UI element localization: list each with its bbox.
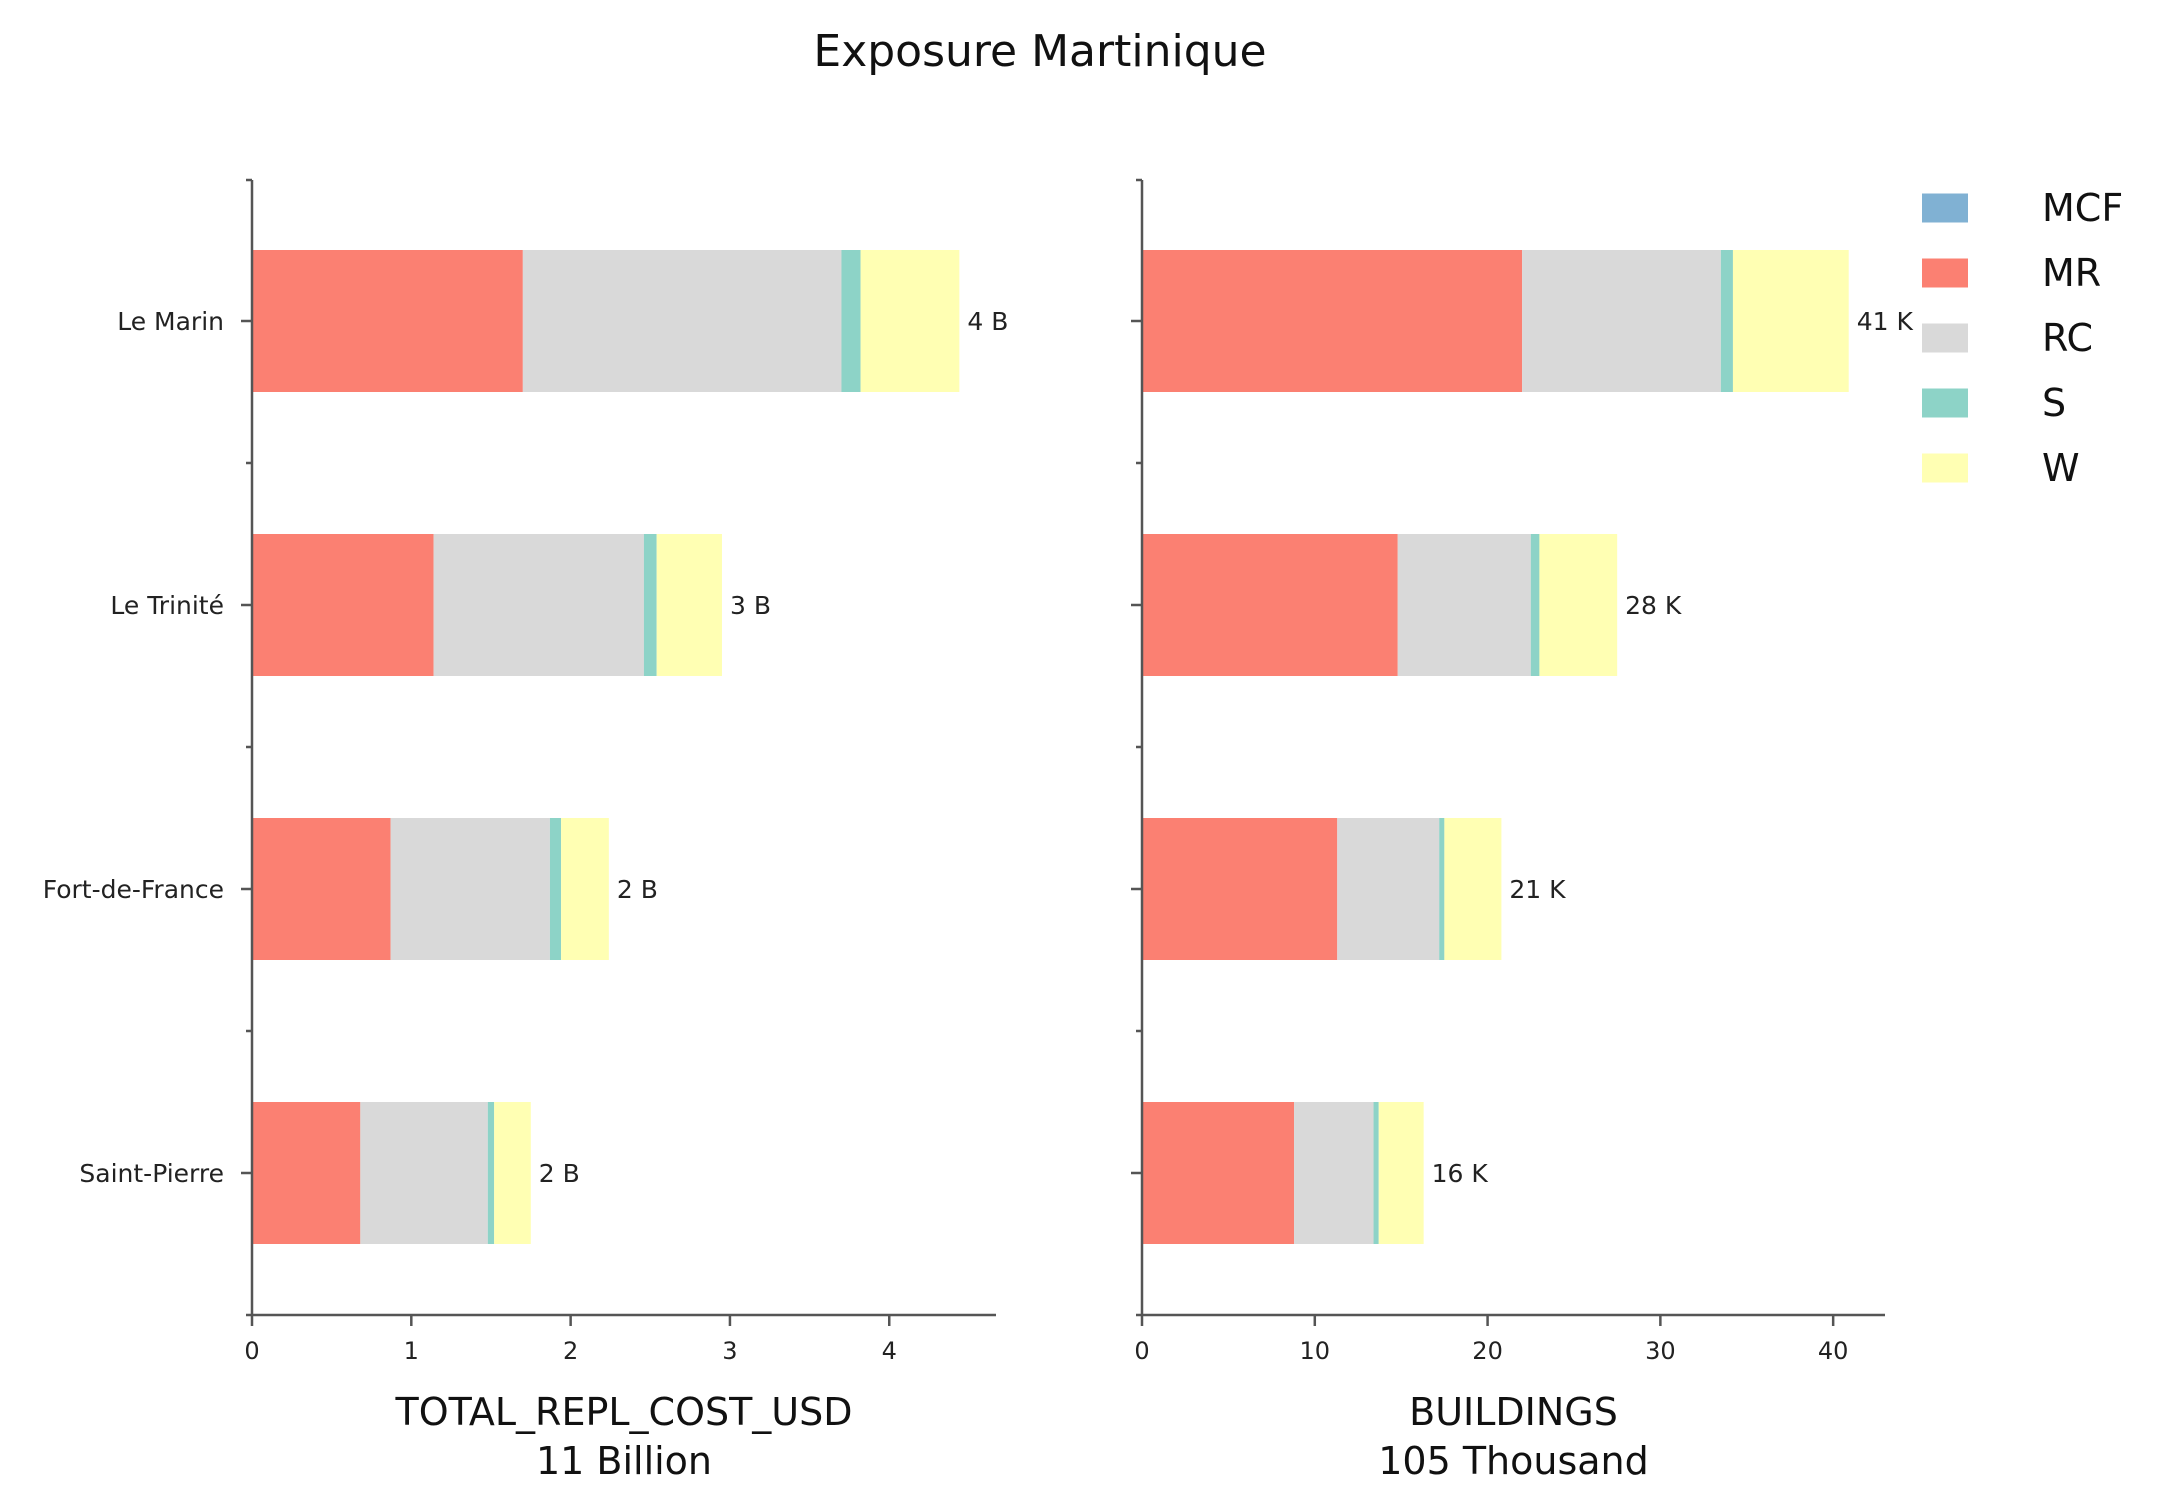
- chart-title: Exposure Martinique: [813, 26, 1266, 77]
- legend-swatch-rc: [1922, 324, 1968, 353]
- legend-swatch-mr: [1922, 259, 1968, 288]
- legend: MCF MR RC SW: [1922, 186, 2123, 490]
- total-label: 16 K: [1432, 1159, 1489, 1188]
- y-tick-label: Saint-Pierre: [79, 1159, 224, 1188]
- bar-s-le-marin: [841, 250, 860, 392]
- x-axis-total: 105 Thousand: [1378, 1439, 1649, 1483]
- bar-w-saint-pierre: [1379, 1102, 1424, 1244]
- bar-mr-saint-pierre: [1142, 1102, 1294, 1244]
- chart-panel-2: 41 K 28 K 21 K 16 K 0 10 20 30 40 BUILDINGS 105 Th…: [1131, 180, 1913, 1483]
- total-label: 2 B: [539, 1159, 580, 1188]
- bar-rc-saint-pierre: [1294, 1102, 1373, 1244]
- bar-w-le-marin: [861, 250, 960, 392]
- bar-rc-le-trinit-: [1398, 534, 1531, 676]
- total-label: 4 B: [967, 307, 1008, 336]
- x-tick-label: 0: [1134, 1337, 1149, 1365]
- x-tick-label: 0: [244, 1337, 259, 1365]
- legend-label-w: W: [2042, 446, 2080, 490]
- total-label: 21 K: [1509, 875, 1566, 904]
- bar-s-le-marin: [1721, 250, 1733, 392]
- bar-rc-fort-de-france: [391, 818, 550, 960]
- x-axis-total: 11 Billion: [536, 1439, 712, 1483]
- x-tick-label: 4: [882, 1337, 897, 1365]
- bar-mr-le-marin: [252, 250, 523, 392]
- bar-s-le-trinit-: [1531, 534, 1540, 676]
- y-tick-label: Fort-de-France: [43, 875, 224, 904]
- bar-w-le-trinit-: [1539, 534, 1617, 676]
- bar-s-fort-de-france: [550, 818, 561, 960]
- x-tick-label: 10: [1300, 1337, 1331, 1365]
- y-tick-label: Le Marin: [117, 307, 224, 336]
- bar-s-fort-de-france: [1439, 818, 1444, 960]
- bar-mr-saint-pierre: [252, 1102, 360, 1244]
- bar-w-le-trinit-: [657, 534, 722, 676]
- bar-s-le-trinit-: [644, 534, 657, 676]
- total-label: 3 B: [730, 591, 771, 620]
- legend-label-mcf: MCF: [2042, 186, 2123, 230]
- bar-rc-le-marin: [1522, 250, 1721, 392]
- legend-swatch-s: [1922, 389, 1968, 418]
- bar-mr-le-marin: [1142, 250, 1522, 392]
- legend-label-s: S: [2042, 381, 2066, 425]
- x-axis-label: BUILDINGS: [1409, 1390, 1618, 1434]
- legend-swatch-w: [1922, 454, 1968, 483]
- bar-s-saint-pierre: [488, 1102, 494, 1244]
- y-tick-label: Le Trinité: [110, 591, 224, 620]
- x-tick-label: 30: [1645, 1337, 1676, 1365]
- bar-mr-fort-de-france: [1142, 818, 1337, 960]
- bar-rc-saint-pierre: [360, 1102, 487, 1244]
- bar-mr-le-trinit-: [252, 534, 434, 676]
- bar-w-le-marin: [1733, 250, 1849, 392]
- total-label: 41 K: [1857, 307, 1914, 336]
- bar-w-fort-de-france: [561, 818, 609, 960]
- bar-mr-le-trinit-: [1142, 534, 1398, 676]
- legend-label-rc: RC: [2042, 316, 2093, 360]
- bar-rc-le-marin: [523, 250, 842, 392]
- chart-panel-1: 4 B 3 B 2 B 2 B Le Marin Le Trinité Fort-de-Fr…: [43, 180, 1009, 1483]
- x-tick-label: 3: [722, 1337, 737, 1365]
- bar-w-fort-de-france: [1444, 818, 1501, 960]
- x-tick-label: 40: [1818, 1337, 1849, 1365]
- legend-label-mr: MR: [2042, 251, 2101, 295]
- total-label: 28 K: [1625, 591, 1682, 620]
- x-tick-label: 2: [563, 1337, 578, 1365]
- x-axis-label: TOTAL_REPL_COST_USD: [394, 1390, 852, 1434]
- x-tick-label: 20: [1472, 1337, 1503, 1365]
- total-label: 2 B: [617, 875, 658, 904]
- legend-swatch-mcf: [1922, 194, 1968, 223]
- x-tick-label: 1: [404, 1337, 419, 1365]
- bar-rc-le-trinit-: [434, 534, 644, 676]
- chart-panels: 4 B 3 B 2 B 2 B Le Marin Le Trinité Fort-de-Fr…: [43, 180, 1914, 1483]
- bar-w-saint-pierre: [494, 1102, 531, 1244]
- bar-s-saint-pierre: [1374, 1102, 1379, 1244]
- bar-rc-fort-de-france: [1337, 818, 1439, 960]
- bar-mr-fort-de-france: [252, 818, 391, 960]
